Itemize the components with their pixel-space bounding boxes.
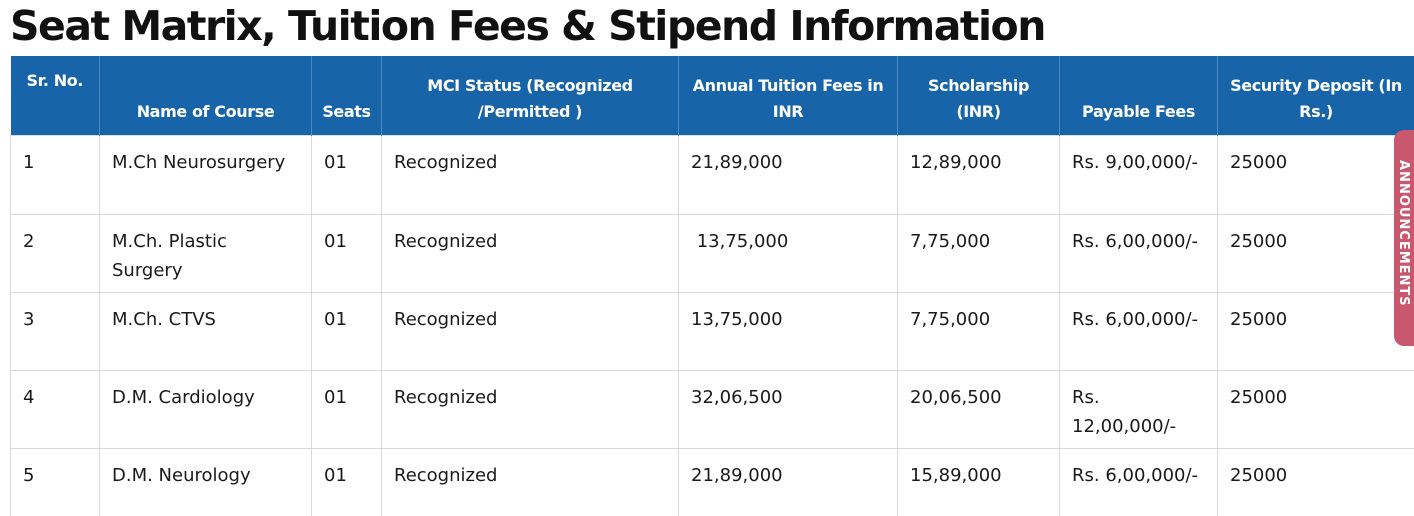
- cell-course-name: M.Ch. Plastic Surgery: [99, 213, 312, 293]
- cell-security-deposit: 25000: [1217, 447, 1414, 516]
- cell-mci-status: Recognized: [381, 447, 679, 516]
- cell-scholarship: 15,89,000: [897, 447, 1060, 516]
- cell-course-name: M.Ch. CTVS: [99, 291, 312, 371]
- header-sr-no: Sr. No.: [10, 56, 100, 135]
- cell-annual-tuition-fees: 21,89,000: [678, 447, 898, 516]
- header-annual-tuition-fees: Annual Tuition Fees in INR: [678, 56, 898, 135]
- cell-annual-tuition-fees: 13,75,000: [678, 291, 898, 371]
- cell-mci-status: Recognized: [381, 213, 679, 293]
- cell-sr-no: 1: [10, 134, 100, 215]
- cell-payable-fees: Rs. 12,00,000/-: [1059, 369, 1218, 449]
- cell-security-deposit: 25000: [1217, 213, 1414, 293]
- cell-scholarship: 7,75,000: [897, 213, 1060, 293]
- announcements-tab-label: ANNOUNCEMENTS: [1396, 160, 1411, 307]
- cell-course-name: M.Ch Neurosurgery: [99, 134, 312, 215]
- cell-sr-no: 4: [10, 369, 100, 449]
- seat-matrix-table: Sr. No. Name of Course Seats MCI Status …: [10, 56, 1414, 516]
- cell-seats: 01: [311, 134, 382, 215]
- table-row: 4 D.M. Cardiology 01 Recognized 32,06,50…: [10, 369, 1414, 449]
- cell-payable-fees: Rs. 6,00,000/-: [1059, 447, 1218, 516]
- cell-sr-no: 2: [10, 213, 100, 293]
- header-payable-fees: Payable Fees: [1059, 56, 1218, 135]
- header-security-deposit: Security Deposit (In Rs.): [1217, 56, 1414, 135]
- header-seats: Seats: [311, 56, 382, 135]
- cell-seats: 01: [311, 291, 382, 371]
- cell-mci-status: Recognized: [381, 291, 679, 371]
- header-course-name: Name of Course: [99, 56, 312, 135]
- table-header-row: Sr. No. Name of Course Seats MCI Status …: [10, 56, 1414, 135]
- cell-scholarship: 7,75,000: [897, 291, 1060, 371]
- cell-scholarship: 20,06,500: [897, 369, 1060, 449]
- cell-security-deposit: 25000: [1217, 369, 1414, 449]
- cell-course-name: D.M. Cardiology: [99, 369, 312, 449]
- cell-annual-tuition-fees: 32,06,500: [678, 369, 898, 449]
- cell-mci-status: Recognized: [381, 134, 679, 215]
- cell-scholarship: 12,89,000: [897, 134, 1060, 215]
- cell-sr-no: 3: [10, 291, 100, 371]
- cell-sr-no: 5: [10, 447, 100, 516]
- cell-payable-fees: Rs. 6,00,000/-: [1059, 213, 1218, 293]
- table-row: 1 M.Ch Neurosurgery 01 Recognized 21,89,…: [10, 134, 1414, 215]
- page-title: Seat Matrix, Tuition Fees & Stipend Info…: [10, 2, 1046, 50]
- cell-payable-fees: Rs. 6,00,000/-: [1059, 291, 1218, 371]
- cell-course-name: D.M. Neurology: [99, 447, 312, 516]
- announcements-tab[interactable]: ANNOUNCEMENTS: [1394, 130, 1414, 346]
- header-scholarship: Scholarship (INR): [897, 56, 1060, 135]
- cell-security-deposit: 25000: [1217, 134, 1414, 215]
- cell-annual-tuition-fees: 13,75,000: [678, 213, 898, 293]
- cell-seats: 01: [311, 369, 382, 449]
- table-row: 3 M.Ch. CTVS 01 Recognized 13,75,000 7,7…: [10, 291, 1414, 371]
- cell-payable-fees: Rs. 9,00,000/-: [1059, 134, 1218, 215]
- table-row: 5 D.M. Neurology 01 Recognized 21,89,000…: [10, 447, 1414, 516]
- cell-seats: 01: [311, 213, 382, 293]
- cell-annual-tuition-fees: 21,89,000: [678, 134, 898, 215]
- header-mci-status: MCI Status (Recognized /Permitted ): [381, 56, 679, 135]
- cell-mci-status: Recognized: [381, 369, 679, 449]
- table-row: 2 M.Ch. Plastic Surgery 01 Recognized 13…: [10, 213, 1414, 293]
- cell-security-deposit: 25000: [1217, 291, 1414, 371]
- cell-seats: 01: [311, 447, 382, 516]
